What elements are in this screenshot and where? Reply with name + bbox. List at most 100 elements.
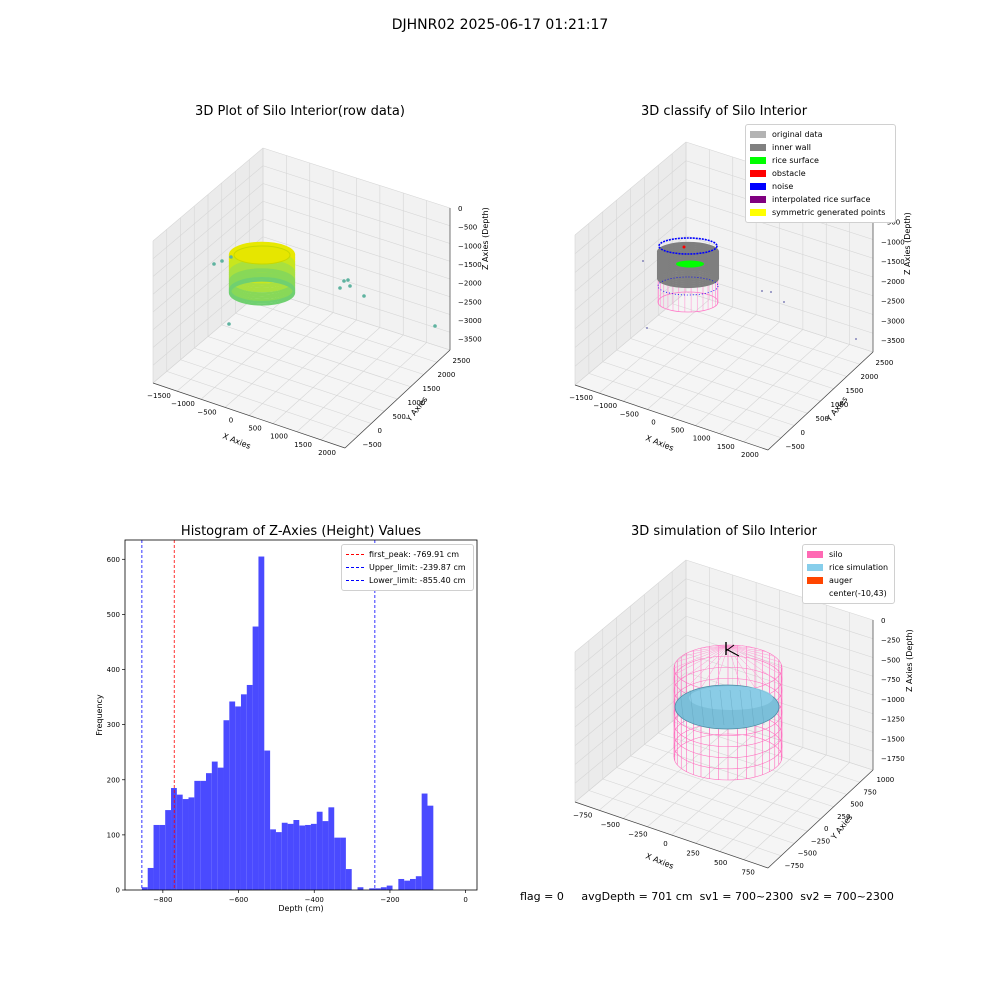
- grid-line: [574, 179, 687, 273]
- sim-ztick: 0: [881, 617, 885, 625]
- grid-line: [685, 216, 874, 278]
- sim-ytick: 750: [863, 788, 876, 796]
- x-axis-line: [574, 384, 769, 451]
- grid-line: [207, 336, 398, 400]
- legend-item: silo: [807, 548, 890, 561]
- raw-xtick: −1500: [147, 392, 171, 400]
- raw-xtick: 500: [248, 425, 261, 433]
- histogram-bar: [171, 788, 177, 890]
- outlier-point: [362, 294, 366, 298]
- sim-ztick: −750: [881, 676, 900, 684]
- y-tick-label: 300: [107, 721, 120, 729]
- grid-line: [574, 216, 687, 311]
- grid-line: [574, 141, 687, 236]
- silo-cone-line: [681, 645, 729, 657]
- classify-zlabel: Z Axies (Depth): [903, 212, 912, 275]
- legend-label: silo: [829, 550, 843, 559]
- outlier-point: [433, 324, 437, 328]
- grid-line: [574, 559, 687, 653]
- classify-legend: original data inner wall rice surface obsta…: [745, 124, 896, 223]
- histogram-bar: [165, 810, 172, 890]
- sim-xtick: 500: [714, 859, 727, 867]
- y-tick-label: 100: [107, 831, 120, 839]
- histogram-bar: [200, 780, 206, 890]
- simulation-xlabel: X Axies: [644, 852, 675, 871]
- grid-line: [695, 747, 804, 844]
- classify-ztick: −2500: [881, 298, 905, 306]
- histogram-bar: [357, 887, 364, 890]
- legend-swatch: [750, 209, 766, 216]
- rice-mesh-line: [749, 689, 755, 726]
- sim-xtick: −500: [601, 821, 620, 829]
- histogram-bar: [153, 824, 160, 890]
- histogram-bar: [182, 799, 189, 890]
- histogram-bar: [235, 706, 241, 890]
- legend-label: obstacle: [772, 169, 806, 178]
- raw-tick-labels: −1500−1000−5000500100015002000−500050010…: [147, 205, 482, 457]
- grid-line: [630, 338, 821, 402]
- grid-line: [695, 329, 804, 426]
- legend-line: [346, 554, 364, 555]
- simulation-tick-labels: −750−500−2500250500750−750−500−250025050…: [573, 617, 905, 876]
- avg-depth-value: avgDepth = 701 cm: [581, 890, 693, 903]
- sv2-value: sv2 = 700~2300: [800, 890, 894, 903]
- raw-point-cloud: [212, 241, 437, 328]
- sim-ytick: 1000: [876, 776, 894, 784]
- histogram-xlabel: Depth (cm): [278, 904, 323, 913]
- histogram-legend: first_peak: -769.91 cm Upper_limit: -239.…: [341, 544, 474, 591]
- silo-cone-line: [700, 645, 729, 649]
- histogram-bar: [223, 720, 230, 890]
- classify-ytick: 500: [816, 415, 829, 423]
- histogram-bar: [147, 867, 154, 890]
- grid-line: [685, 597, 874, 658]
- legend-item: Lower_limit: -855.40 cm: [346, 574, 469, 587]
- classify-ytick: 1000: [831, 401, 849, 409]
- outlier-point: [227, 322, 231, 326]
- auger-blade: [725, 648, 740, 657]
- noise-rim: [657, 276, 719, 296]
- grid-line: [672, 721, 860, 783]
- grid-line: [574, 616, 687, 709]
- grid-line: [685, 559, 874, 621]
- raw-ztick: −3500: [458, 336, 482, 344]
- legend-item: obstacle: [750, 167, 891, 180]
- outlier-point: [220, 259, 224, 263]
- legend-line: [346, 567, 364, 568]
- grid-line: [249, 301, 437, 363]
- legend-item: original data: [750, 128, 891, 141]
- histogram-bar: [281, 822, 288, 890]
- grid-line: [574, 160, 687, 254]
- y-tick-label: 500: [107, 611, 120, 619]
- simulation-plot-title: 3D simulation of Silo Interior: [631, 524, 817, 539]
- histogram-bar: [252, 626, 259, 890]
- grid-line: [262, 218, 451, 280]
- point-top: [233, 245, 291, 265]
- grid-line: [221, 324, 411, 388]
- grid-line: [630, 755, 821, 820]
- y-tick-label: 0: [116, 887, 120, 895]
- raw-ztick: −2500: [458, 298, 482, 306]
- raw-ztick: −3000: [458, 317, 482, 325]
- x-tick-label: −400: [305, 896, 324, 904]
- raw-ytick: 1500: [423, 385, 441, 393]
- grid-line: [685, 634, 874, 696]
- x-axis-line: [574, 801, 769, 869]
- grid-line: [719, 336, 827, 434]
- histogram-bar: [293, 820, 300, 890]
- grid-line: [644, 744, 834, 808]
- sim-ytick: −500: [798, 850, 817, 858]
- silo-cone-line: [727, 645, 743, 691]
- sim-ztick: −1750: [881, 755, 905, 763]
- grid-line: [262, 165, 451, 227]
- classify-plot-title: 3D classify of Silo Interior: [640, 104, 808, 119]
- sim-ztick: −1000: [881, 696, 905, 704]
- grid-line: [719, 754, 827, 852]
- y-tick-label: 200: [107, 776, 120, 784]
- auger-blade: [725, 644, 735, 652]
- histogram-axes-frame: [124, 539, 478, 891]
- legend-label: first_peak: -769.91 cm: [369, 550, 460, 559]
- legend-label: auger: [829, 576, 853, 585]
- histogram-bar: [258, 556, 265, 890]
- y-axis-line: [767, 351, 874, 451]
- legend-item: center(-10,43): [807, 587, 890, 600]
